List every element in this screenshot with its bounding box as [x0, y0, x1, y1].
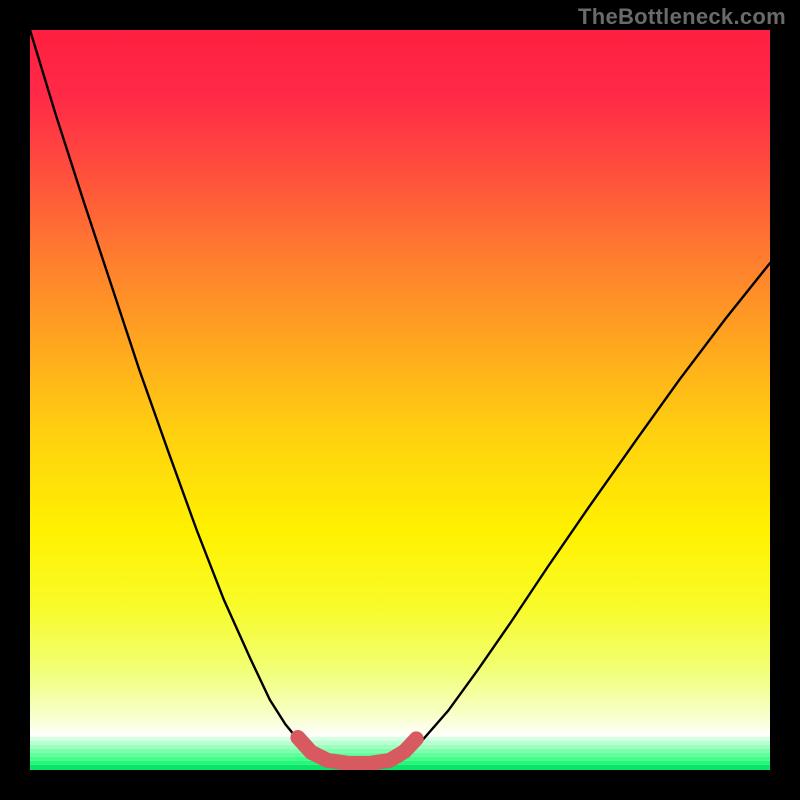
chart-frame: TheBottleneck.com	[0, 0, 800, 800]
gradient-background	[30, 30, 770, 770]
chart-svg	[30, 30, 770, 770]
watermark-text: TheBottleneck.com	[578, 4, 786, 30]
